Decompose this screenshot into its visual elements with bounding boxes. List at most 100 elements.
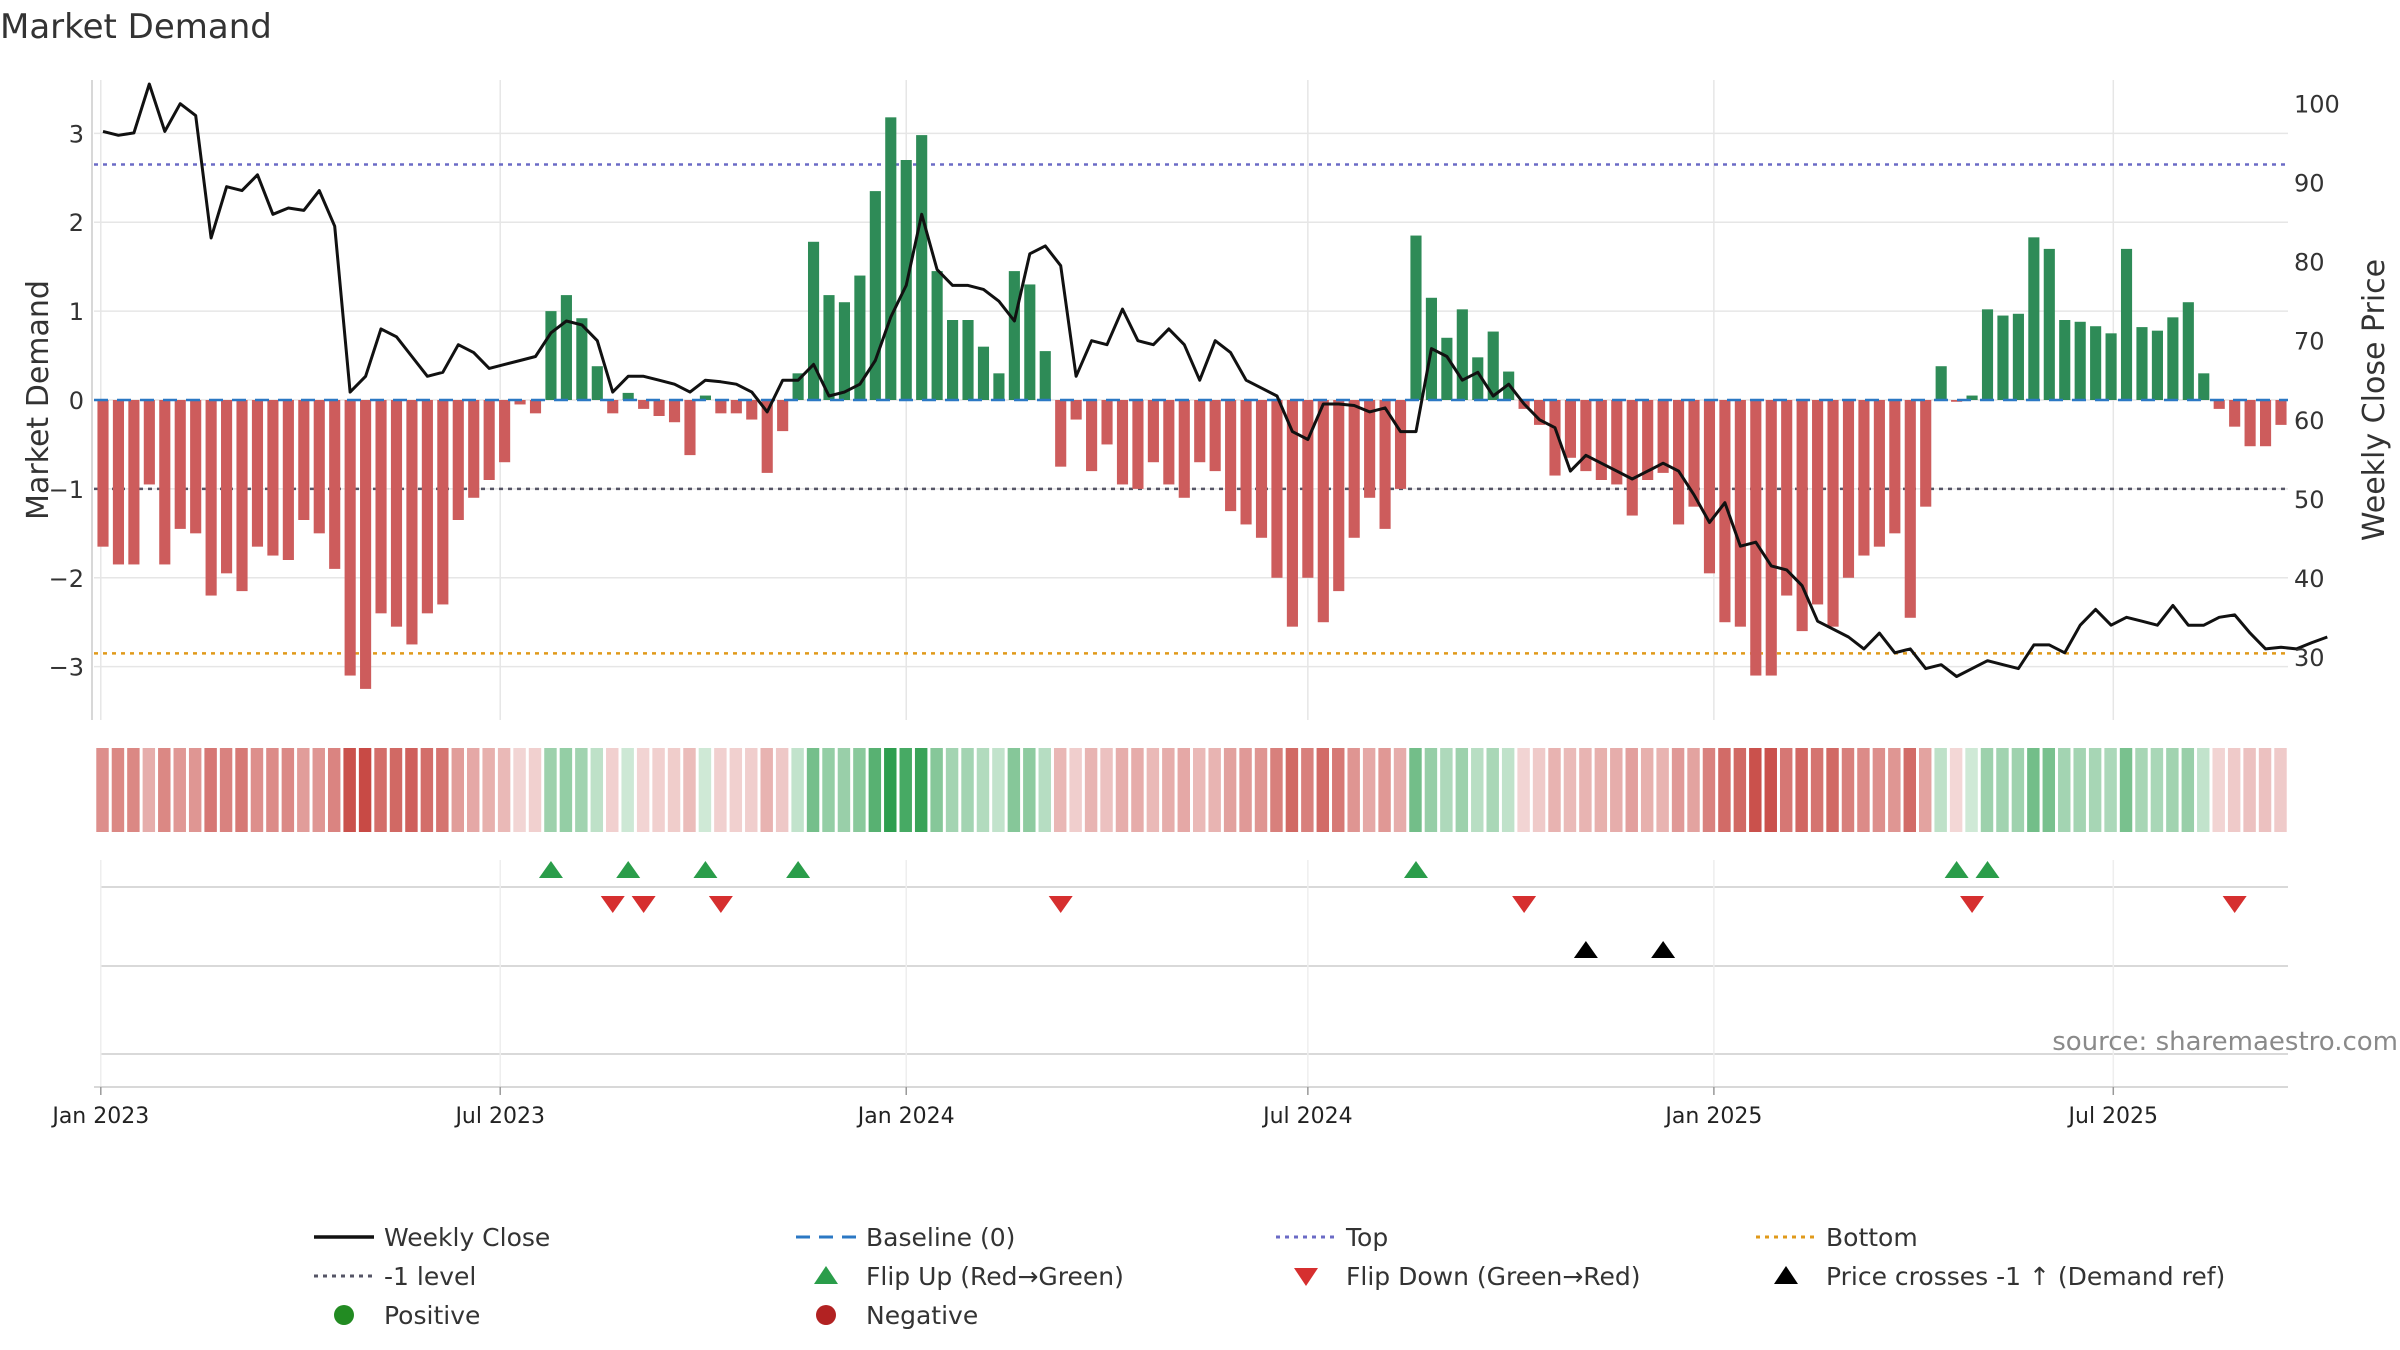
heat-cell [1424,748,1438,832]
heat-cell [1223,748,1237,832]
heat-cell [1965,748,1978,832]
y-tick-label: −2 [49,565,84,593]
demand-bar [2259,400,2272,447]
heat-cell [1687,748,1700,832]
heat-cell [1764,748,1777,832]
demand-bar [1564,400,1577,458]
heat-cell [1455,748,1469,832]
legend-label: -1 level [384,1262,476,1291]
heat-cell [853,748,866,832]
legend-triangle-down-swatch [1294,1268,1318,1286]
weekly-close-line [102,82,2328,678]
y-tick-label: 0 [69,387,84,415]
demand-bar [1827,400,1839,627]
demand-bar [1657,400,1669,473]
demand-bar [746,400,758,420]
flip-up-marker [693,861,718,878]
heat-cell [899,748,912,832]
y-tick-label: 2 [69,209,84,237]
demand-bar [2028,237,2040,400]
heat-cell [204,748,217,832]
heat-cell [621,748,634,832]
heat-cell [683,748,696,832]
heat-cell [1563,748,1577,832]
legend: Weekly Close Baseline (0) Top Bottom -1 leve… [314,1223,2225,1330]
heat-cell [1115,748,1129,832]
heat-cell [173,748,186,832]
y2-tick-label: 30 [2294,644,2325,672]
heat-cell [2243,748,2256,832]
heat-cell [1285,748,1299,832]
x-tick-label: Jul 2024 [1261,1104,1353,1129]
heat-cell [2212,748,2225,832]
legend-item: Positive [334,1301,480,1330]
heat-cell [1980,748,1994,832]
legend-item: Bottom [1756,1223,1918,1252]
demand-bar [560,295,572,400]
heat-cell [2119,748,2133,832]
demand-bar [1348,400,1360,538]
heat-cell [1193,748,1206,832]
demand-bar [931,271,943,400]
demand-bar [1163,400,1175,485]
heat-cell [451,748,464,832]
axes: 3 2 1 0 −1 −2 −3 100 90 80 70 60 50 40 30 [49,80,2340,720]
heat-cell [327,748,341,832]
legend-triangle-up-swatch [814,1266,838,1284]
heat-cell [2197,748,2210,832]
demand-bar [2229,400,2241,427]
heat-cell [467,748,480,832]
heat-cell [250,748,264,832]
price-cross-marker [1573,941,1598,958]
heat-cell [1162,748,1175,832]
demand-bar [607,400,619,414]
heat-cell [358,748,372,832]
heat-cell [1857,748,1870,832]
demand-bar [2244,400,2256,447]
demand-bar [1039,351,1051,400]
y-tick-label: −3 [49,654,84,682]
demand-bar [1024,284,1036,400]
demand-bar [1055,400,1067,467]
demand-bar [1611,400,1623,485]
demand-bar [267,400,279,556]
demand-bar [1209,400,1221,472]
demand-bar [159,400,171,565]
demand-bar [437,400,449,605]
heat-cell [1841,748,1855,832]
demand-bar [1703,400,1716,574]
demand-bar [2012,313,2024,400]
heat-cell [1949,748,1963,832]
demand-bar [2275,400,2287,425]
heat-cell [343,748,356,832]
heat-cell [1795,748,1808,832]
y-tick-label: 3 [69,120,84,148]
heat-cell [2135,748,2148,832]
demand-bar [684,400,696,456]
y2-tick-label: 100 [2294,91,2340,119]
demand-bar [1626,400,1638,516]
demand-bar [947,320,959,400]
heat-cell [729,748,743,832]
y2-axis-label: Weekly Close Price [2357,259,2392,541]
heat-cell [142,748,156,832]
y2-tick-label: 60 [2294,407,2325,435]
heat-cell [405,748,418,832]
date-axis: Jan 2023 Jul 2023 Jan 2024 Jul 2024 Jan 2025… [50,1086,2288,1129]
heat-cell [1888,748,1901,832]
demand-bar [190,400,202,534]
heat-cell [1934,748,1947,832]
demand-bar [1935,366,1947,400]
heat-cell [914,748,928,832]
heat-cell [544,748,557,832]
demand-bar [1302,400,1314,578]
heat-cell [497,748,511,832]
demand-bar [1086,400,1098,472]
y2-tick-label: 40 [2294,565,2325,593]
flip-down-marker [631,896,656,913]
legend-label: Negative [866,1301,978,1330]
demand-bar [1132,400,1144,489]
heat-cell [1486,748,1499,832]
demand-bar [251,400,264,547]
